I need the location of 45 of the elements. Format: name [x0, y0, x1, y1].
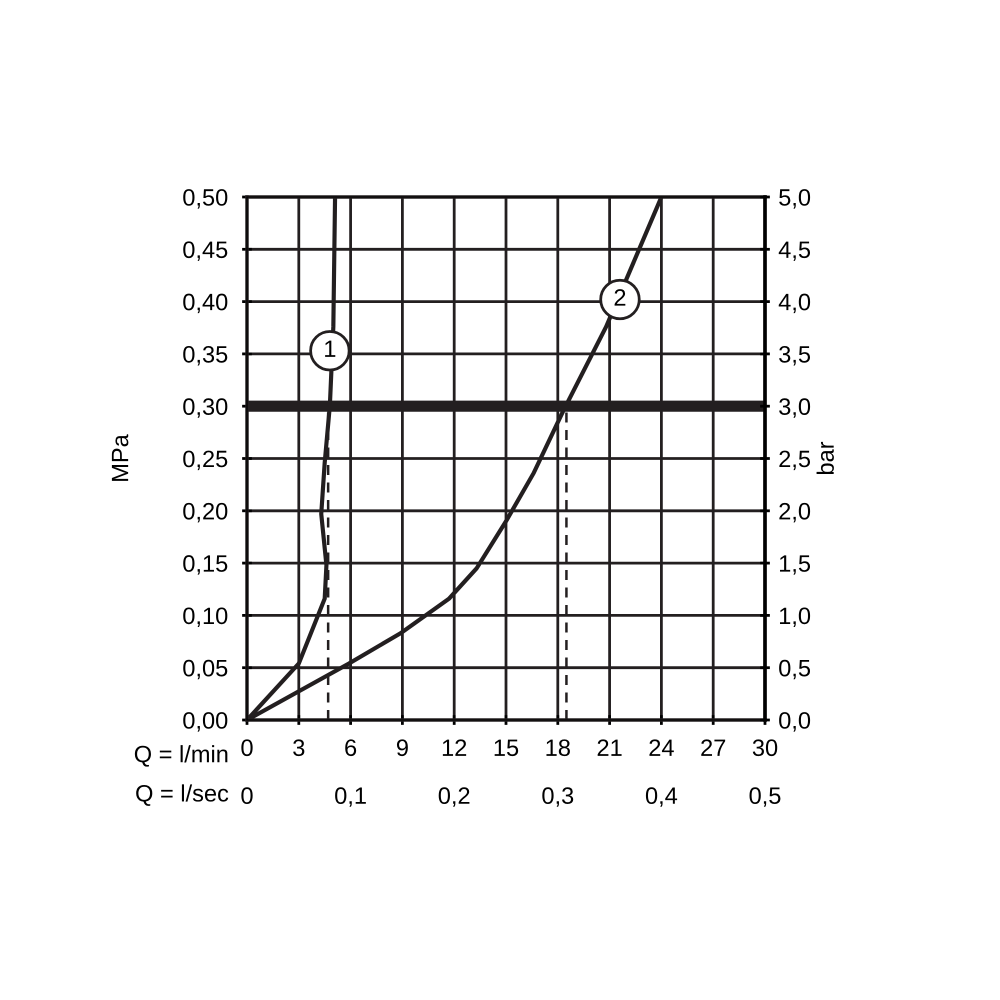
y-tick-label: 0,40 [183, 294, 228, 314]
y-tick-label: 0,15 [183, 555, 228, 575]
x-tick-label: 21 [598, 739, 622, 756]
x2-tick-label: 0,2 [438, 787, 470, 807]
y-tick-label: 0,25 [183, 450, 228, 470]
y2-tick-label: 3,5 [779, 346, 810, 366]
x-tick-label: 30 [752, 739, 778, 756]
y2-tick-label: 1,0 [780, 607, 810, 627]
y2-tick-label: 0,5 [779, 660, 810, 680]
x2-tick-label: 0,1 [335, 787, 366, 807]
x-tick-label: 12 [442, 739, 466, 756]
x2-tick-label: 0 [241, 787, 253, 804]
x-tick-label: 3 [293, 739, 304, 756]
y2-tick-label: 0,0 [779, 712, 810, 732]
y-tick-label: 0,45 [183, 241, 228, 261]
y-tick-label: 0,00 [183, 712, 228, 732]
y-tick-label: 0,35 [183, 346, 228, 366]
x-tick-label: 24 [649, 739, 674, 756]
y-tick-label: 0,10 [183, 607, 228, 627]
y-tick-label: 0,20 [183, 502, 228, 522]
x2-axis-title: Q = l/sec [136, 784, 228, 806]
annotation: 1 [325, 340, 336, 357]
annotation: 2 [614, 289, 626, 306]
y2-tick-label: 4,0 [778, 294, 810, 314]
x2-tick-label: 0,3 [542, 787, 574, 807]
x-tick-label: 15 [494, 740, 518, 756]
x-tick-label: 9 [396, 739, 408, 756]
y-axis-title: MPa [112, 434, 128, 481]
y2-tick-label: 2,0 [779, 502, 810, 522]
y2-tick-label: 2,5 [779, 450, 810, 470]
y2-axis-title: bar [816, 442, 834, 474]
y2-tick-label: 5,0 [779, 189, 810, 209]
y-tick-label: 0,05 [183, 660, 228, 680]
x-tick-label: 27 [701, 739, 726, 756]
x2-tick-label: 0,5 [750, 787, 780, 807]
y2-tick-label: 3,0 [779, 398, 810, 418]
y2-tick-label: 1,5 [780, 555, 810, 575]
y2-tick-label: 4,5 [778, 242, 810, 261]
x-tick-label: 6 [345, 739, 356, 756]
x-axis-title: Q = l/min [134, 745, 228, 767]
x-tick-label: 0 [241, 739, 253, 756]
x2-tick-label: 0,4 [646, 787, 678, 807]
x-tick-label: 18 [546, 739, 570, 756]
y-tick-label: 0,30 [183, 398, 228, 418]
y-tick-label: 0,50 [183, 189, 228, 209]
